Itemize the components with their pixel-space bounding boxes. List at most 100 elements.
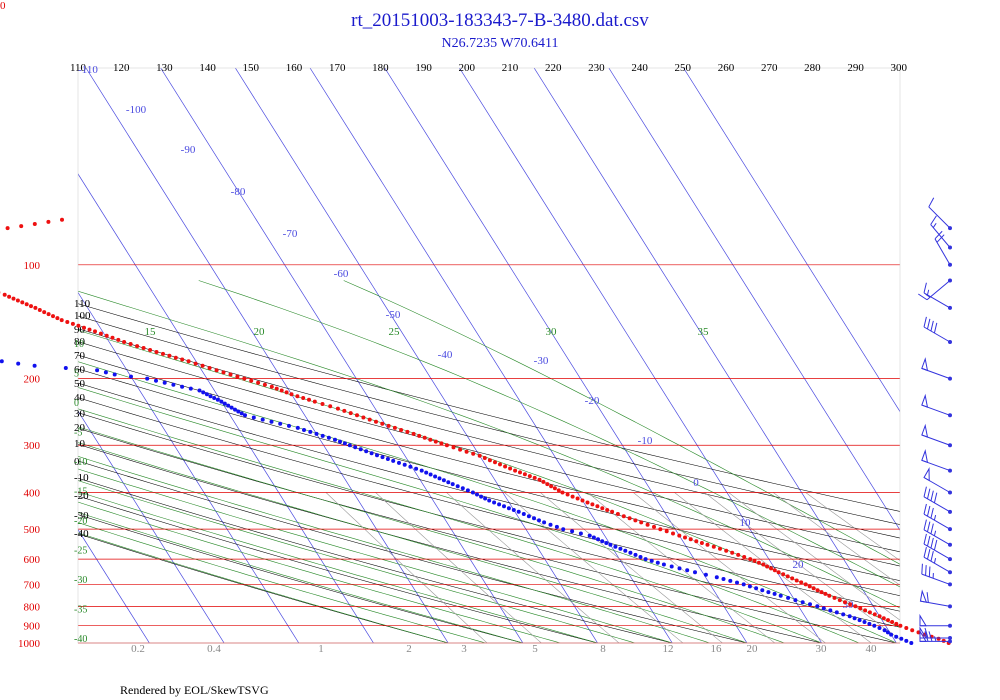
dewpoint-point — [747, 584, 752, 589]
temperature-point — [910, 628, 915, 633]
temperature-point — [87, 327, 92, 332]
dewpoint-point — [623, 548, 628, 553]
wind-barb — [923, 486, 952, 514]
dewpoint-point — [677, 566, 682, 571]
wind-barb-flag — [936, 234, 945, 243]
dewpoint-point — [208, 394, 213, 399]
top-axis-label: 190 — [415, 62, 432, 74]
dewpoint-point — [397, 460, 401, 465]
wind-barb — [923, 282, 952, 310]
dry-adiabat-label: 30 — [74, 408, 86, 420]
temperature-point — [819, 590, 824, 595]
temperature-point — [110, 335, 115, 340]
temperature-point — [328, 404, 333, 409]
wind-barb-flag — [930, 320, 934, 332]
wind-barb — [921, 563, 952, 587]
dewpoint-point — [600, 539, 605, 544]
isotherm-label: 20 — [793, 559, 805, 571]
dewpoint-point — [885, 630, 890, 635]
wind-barb-pennant — [923, 467, 930, 482]
temperature-point — [904, 626, 909, 630]
temperature-point — [214, 368, 219, 373]
mixing-ratio-line — [704, 492, 900, 640]
dry-adiabat-label: 60 — [74, 364, 86, 376]
temperature-point — [658, 527, 663, 532]
isotherm-line — [683, 68, 900, 413]
temperature-point — [116, 337, 121, 342]
dewpoint-point — [171, 382, 176, 387]
temperature-point — [122, 340, 127, 344]
wind-barb-half-flag — [934, 636, 937, 642]
moist-adiabat-line — [78, 491, 598, 643]
isotherm-label: 10 — [740, 517, 752, 529]
moist-adiabat-line — [198, 280, 900, 588]
isotherm-line — [309, 68, 673, 643]
temperature-point — [55, 316, 60, 321]
dewpoint-point — [669, 564, 674, 569]
dewpoint-point — [314, 431, 319, 436]
temperature-point — [342, 408, 347, 413]
temperature-point — [761, 562, 766, 567]
dewpoint-point — [834, 610, 839, 615]
temperature-point — [186, 359, 191, 364]
dewpoint-point — [828, 608, 833, 613]
dewpoint-point — [433, 474, 438, 479]
moist-adiabat-line — [78, 532, 449, 643]
wind-barb-flag — [926, 521, 931, 532]
mixing-ratio-label: 20 — [747, 643, 759, 655]
temperature-point — [249, 378, 254, 383]
dewpoint-point — [385, 457, 390, 461]
dewpoint-point — [741, 582, 746, 587]
temperature-point — [451, 445, 456, 450]
dry-adiabat-line — [78, 382, 900, 597]
isotherm-label: -40 — [438, 349, 453, 361]
temperature-point — [527, 474, 532, 479]
dewpoint-point — [867, 621, 872, 626]
dry-adiabat-label: 10 — [74, 438, 86, 450]
dewpoint-point — [380, 455, 385, 460]
top-axis-label: 150 — [243, 62, 260, 74]
temperature-point — [405, 429, 410, 434]
wind-barb-staff — [923, 292, 951, 309]
wind-barb-half-flag — [933, 530, 937, 536]
dry-adiabat-label: 80 — [74, 336, 86, 348]
dewpoint-point — [437, 476, 442, 481]
dewpoint-point — [537, 518, 541, 523]
dewpoint-point — [450, 482, 455, 487]
temperature-point — [51, 314, 55, 319]
wind-barb-staff — [923, 513, 951, 530]
dewpoint-point — [618, 546, 623, 551]
dewpoint-point — [815, 604, 820, 609]
moist-adiabat-line — [78, 501, 561, 643]
dewpoint-point — [470, 490, 475, 495]
wind-barb — [923, 546, 952, 575]
wind-barb-flag — [930, 537, 934, 549]
dewpoint-point — [548, 522, 553, 527]
temperature-point — [295, 394, 300, 399]
dry-adiabat-label: 110 — [74, 298, 91, 310]
temperature-point — [853, 604, 858, 609]
temperature-point — [141, 346, 146, 350]
mixing-ratio-line — [805, 492, 900, 561]
temperature-point — [556, 488, 561, 493]
wind-barb-staff — [930, 224, 951, 248]
temperature-point — [600, 506, 605, 511]
temperature-point — [301, 396, 306, 400]
temperature-point — [936, 636, 941, 641]
moist-adiabat-line — [78, 290, 900, 609]
wind-barb-staff — [923, 326, 951, 343]
isobar-label: 900 — [24, 621, 41, 633]
temperature-point — [193, 361, 198, 366]
moist-adiabat-label: -25 — [74, 546, 87, 557]
moist-adiabat-line — [78, 426, 785, 643]
moist-adiabat-line — [78, 480, 636, 643]
temperature-point — [832, 595, 837, 600]
temperature-point — [570, 494, 575, 499]
dry-adiabat-line — [78, 354, 900, 567]
wind-barb-flag — [923, 316, 927, 328]
temperature-point — [444, 443, 449, 448]
dewpoint-point — [487, 498, 492, 503]
temperature-point — [508, 466, 513, 471]
dewpoint-point — [511, 508, 516, 512]
temperature-point — [274, 386, 279, 391]
